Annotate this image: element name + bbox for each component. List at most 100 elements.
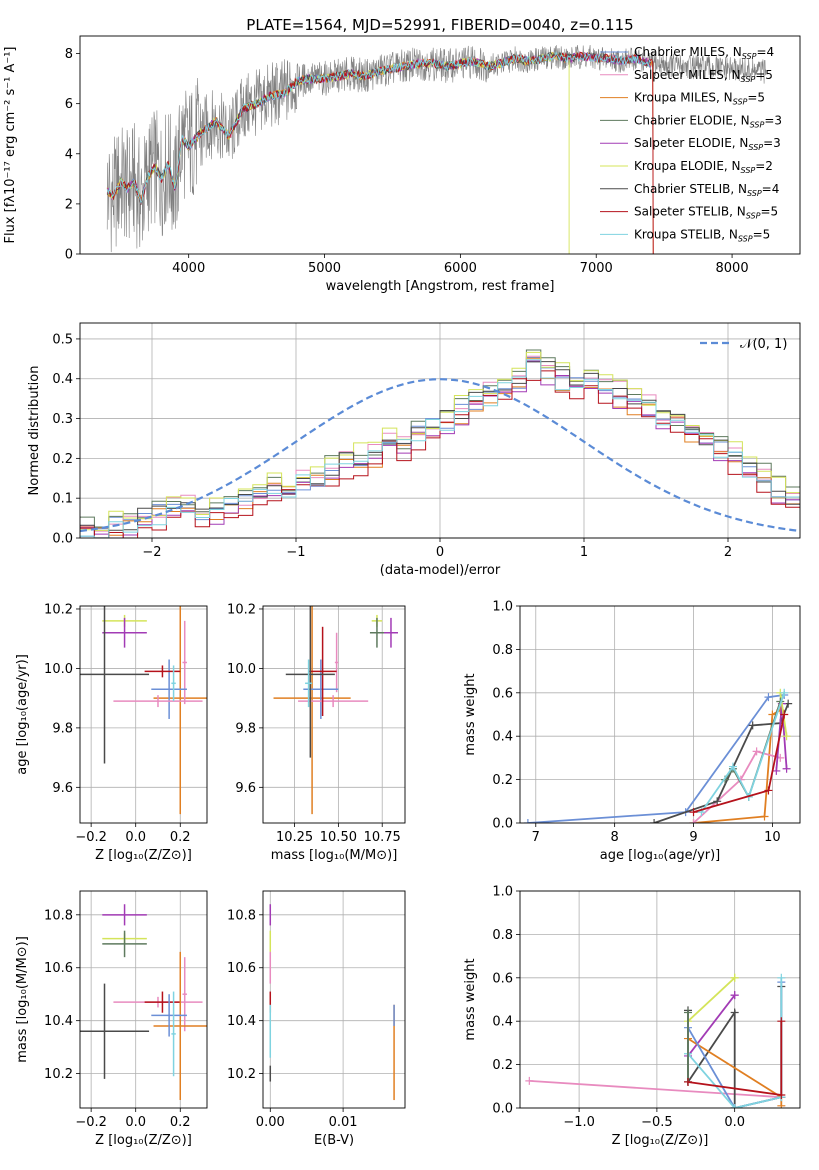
mass-weight-marker: [782, 732, 791, 741]
y-tick-label: 0.4: [492, 730, 513, 745]
y-tick-label: 10.4: [44, 1014, 73, 1029]
axes-frame: [262, 605, 406, 824]
age-vs-z-panel: −0.2 0.0 0.2 9.6 9.8 10.0 10.2 Z [log₁₀(Z/Z⊙)] a…: [15, 602, 208, 863]
legend-entry: Chabrier ELODIE, NSSP=3: [634, 113, 782, 129]
mass-weight-marker: [780, 688, 789, 697]
y-tick-label: 10.2: [44, 602, 73, 617]
mass-weight-marker: [713, 797, 722, 806]
mass-weight-marker: [684, 1008, 692, 1017]
legend-subscript: SSP: [750, 120, 765, 129]
x-tick-label: 7000: [580, 261, 613, 276]
legend-count: =5: [747, 91, 765, 105]
histogram-chabrier-stelib: [80, 361, 800, 538]
x-axis-label: Z [log₁₀(Z/Z⊙)]: [95, 1133, 192, 1148]
mass-weight-marker: [764, 786, 773, 795]
x-tick-label: 0.0: [125, 830, 146, 845]
legend-entry: Kroupa STELIB, NSSP=5: [634, 227, 770, 243]
y-tick-label: 0.6: [492, 686, 513, 701]
observed-spectrum-line: [106, 44, 767, 253]
mass-vs-ebv-plot-area: [269, 904, 395, 1101]
gaussian-reference-curve: [80, 378, 800, 533]
legend-count: =4: [762, 182, 780, 196]
legend-subscript: SSP: [741, 75, 756, 84]
x-tick-label: 2: [724, 545, 732, 560]
model-spectrum-salpeter-stelib: [106, 51, 654, 254]
mass-weight-marker: [650, 819, 659, 823]
y-tick-label: 9.6: [52, 781, 73, 796]
y-tick-label: 9.6: [235, 781, 256, 796]
y-tick-label: 10.8: [44, 908, 73, 923]
mass-weight-line-salpeter-elodie: [687, 994, 736, 1057]
axes-frame: [519, 605, 801, 824]
y-axis-label: age [log₁₀(age/yr)]: [15, 654, 30, 775]
legend-subscript: SSP: [741, 166, 756, 175]
x-tick-label: 5000: [308, 261, 341, 276]
legend-entry: Chabrier STELIB, NSSP=4: [634, 182, 779, 198]
legend-subscript: SSP: [747, 189, 762, 198]
y-tick-label: 4: [65, 147, 73, 162]
x-tick-label: 9: [689, 830, 697, 845]
x-tick-label: 0.2: [170, 1115, 191, 1130]
x-axis-label: age [log₁₀(age/yr)]: [600, 848, 721, 863]
axes-frame: [262, 890, 406, 1109]
mass-weight-marker: [777, 1017, 786, 1026]
y-tick-label: 10.2: [227, 1067, 256, 1082]
legend-count: =4: [756, 45, 774, 59]
age-vs-mass-panel: 10.25 10.50 10.75 9.6 9.8 10.0 10.2 mass [log₁₀…: [227, 602, 406, 863]
x-tick-label: 0.0: [724, 1115, 745, 1130]
model-spectrum-kroupa-stelib: [106, 51, 651, 205]
y-tick-label: 10.6: [44, 961, 73, 976]
x-tick-label: 0.2: [170, 830, 191, 845]
x-tick-label: 8000: [716, 261, 749, 276]
mass-vs-z-plot-area: [80, 904, 207, 1101]
x-tick-label: 0.00: [256, 1115, 285, 1130]
axes-frame: [79, 890, 208, 1109]
legend-entry: Chabrier MILES, NSSP=4: [634, 45, 774, 61]
legend-entry: Kroupa ELODIE, NSSP=2: [634, 159, 773, 175]
mass-weight-marker: [772, 766, 781, 775]
axes-frame: [519, 890, 801, 1109]
mass-weight-marker: [684, 1077, 692, 1086]
residual-plot-area: [80, 349, 800, 538]
age-vs-mass-plot-area: [273, 606, 398, 815]
y-tick-label: 9.8: [52, 721, 73, 736]
mass-weight-marker: [782, 764, 791, 773]
x-tick-label: 8: [611, 830, 619, 845]
y-tick-label: 10.6: [227, 961, 256, 976]
legend-entry: Kroupa MILES, NSSP=5: [634, 91, 765, 107]
y-tick-label: 0.2: [52, 452, 73, 467]
y-axis-label: Normed distribution: [27, 366, 42, 496]
mass-weight-marker: [777, 1101, 786, 1108]
y-axis-label: Flux [fλ10⁻¹⁷ erg cm⁻² s⁻¹ A⁻¹]: [3, 47, 18, 244]
residual-panel: −2 −1 0 1 2 0.0 0.1 0.2 0.3 0.4 0.5 (data-model)/er…: [27, 322, 801, 578]
mass-weight-marker: [730, 1008, 739, 1017]
y-tick-label: 1.0: [492, 600, 513, 615]
y-tick-label: 0.2: [492, 1058, 513, 1073]
y-tick-label: 6: [65, 97, 73, 112]
legend-entry: Salpeter ELODIE, NSSP=3: [634, 136, 781, 152]
legend-entry: 𝒩(0, 1): [740, 337, 787, 352]
x-tick-label: −1: [286, 545, 305, 560]
y-tick-label: 2: [65, 197, 73, 212]
mass-weight-marker: [525, 1076, 534, 1085]
y-tick-label: 0.0: [492, 817, 513, 832]
x-tick-label: 10.25: [276, 830, 313, 845]
mass-vs-z-panel: −0.2 0.0 0.2 10.2 10.4 10.6 10.8 Z [log₁₀(Z/Z⊙)…: [15, 890, 208, 1148]
x-tick-label: 4000: [172, 261, 205, 276]
legend-entry: Salpeter STELIB, NSSP=5: [634, 205, 778, 221]
y-tick-label: 0.8: [492, 643, 513, 658]
spectrum-legend: Chabrier MILES, NSSP=4 Salpeter MILES, NS…: [600, 45, 782, 243]
figure-title: PLATE=1564, MJD=52991, FIBERID=0040, z=0…: [246, 16, 633, 34]
mass-weight-marker: [748, 721, 757, 730]
x-tick-label: −1.0: [563, 1115, 595, 1130]
x-tick-label: 10: [764, 830, 781, 845]
legend-count: =5: [760, 205, 778, 219]
mass-weight-line-chabrier-miles: [527, 694, 785, 823]
x-tick-label: 6000: [444, 261, 477, 276]
legend-subscript: SSP: [733, 98, 748, 107]
x-tick-label: −2: [142, 545, 161, 560]
y-tick-label: 0.8: [492, 928, 513, 943]
mass-weight-line-salpeter-miles: [529, 1080, 782, 1099]
y-tick-label: 1.0: [492, 885, 513, 900]
y-tick-label: 0.0: [52, 532, 73, 547]
